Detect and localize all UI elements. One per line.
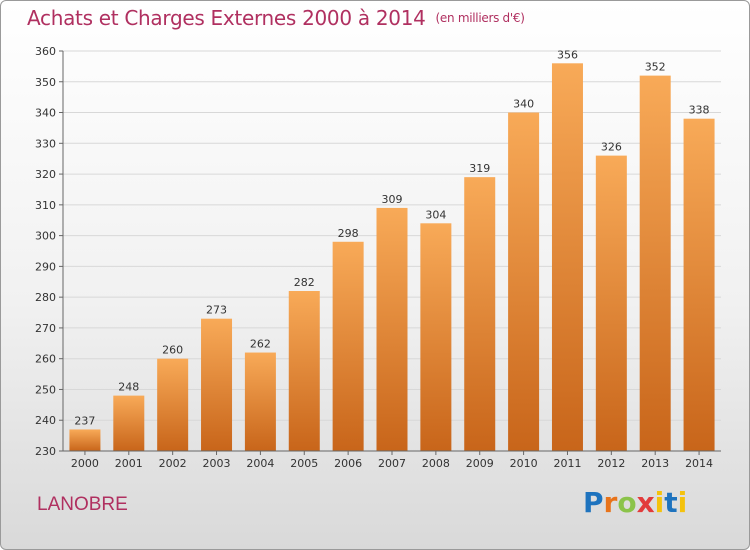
bar [376, 207, 408, 451]
x-tick-label: 2011 [553, 457, 581, 470]
x-tick-label: 2007 [378, 457, 406, 470]
logo-letter: i [654, 486, 665, 519]
data-label: 356 [557, 48, 578, 61]
logo-letter: x [636, 486, 655, 519]
x-tick-label: 2010 [510, 457, 538, 470]
y-tick-label: 310 [35, 199, 56, 212]
data-label: 326 [601, 141, 622, 154]
bar [157, 358, 189, 451]
y-tick-label: 350 [35, 76, 56, 89]
logo-letter: o [617, 486, 637, 519]
data-label: 319 [469, 162, 490, 175]
data-label: 309 [382, 193, 403, 206]
x-tick-label: 2002 [159, 457, 187, 470]
bar [420, 223, 452, 451]
y-tick-label: 330 [35, 137, 56, 150]
x-tick-label: 2006 [334, 457, 362, 470]
x-tick-label: 2005 [290, 457, 318, 470]
bar [595, 155, 627, 451]
bar [508, 112, 540, 452]
commune-name: LANOBRE [37, 494, 128, 515]
y-tick-label: 270 [35, 322, 56, 335]
bar [113, 395, 145, 451]
x-axis-ticks: 2000 2001 2002 2003 2004 2005 2006 2007 2008 2009… [71, 451, 713, 470]
y-tick-label: 320 [35, 168, 56, 181]
y-tick-label: 260 [35, 353, 56, 366]
x-tick-label: 2003 [203, 457, 231, 470]
logo-letter: t [664, 486, 678, 519]
data-label: 352 [645, 61, 666, 74]
bar [69, 429, 101, 451]
y-axis-ticks: 230 240 250 260 270 280 290 300 310 320 330 340 350 3… [35, 45, 63, 458]
y-tick-label: 360 [35, 45, 56, 58]
logo-letter: r [603, 486, 618, 519]
y-tick-label: 230 [35, 445, 56, 458]
chart-title-unit: (en milliers d'€) [435, 11, 525, 25]
bars [69, 63, 715, 452]
x-tick-label: 2014 [685, 457, 713, 470]
bar [683, 118, 715, 451]
logo-letter: P [583, 486, 604, 519]
bar [288, 291, 320, 451]
data-label: 248 [118, 381, 139, 394]
data-label: 262 [250, 338, 271, 351]
data-labels: 237 248 260 273 262 282 298 309 304 319 340 356 326 3… [74, 48, 709, 427]
x-tick-label: 2009 [466, 457, 494, 470]
bar [551, 63, 583, 452]
x-tick-label: 2008 [422, 457, 450, 470]
data-label: 237 [74, 414, 95, 427]
chart-title: Achats et Charges Externes 2000 à 2014 (e… [27, 6, 525, 30]
proxiti-logo[interactable]: Proxiti [583, 486, 687, 519]
x-tick-label: 2004 [246, 457, 274, 470]
x-tick-label: 2001 [115, 457, 143, 470]
data-label: 304 [425, 208, 446, 221]
data-label: 340 [513, 98, 534, 111]
bar [332, 241, 364, 451]
x-tick-label: 2013 [641, 457, 669, 470]
bar [464, 177, 496, 451]
logo-letter: i [677, 486, 688, 519]
y-tick-label: 340 [35, 107, 56, 120]
data-label: 282 [294, 276, 315, 289]
y-tick-label: 280 [35, 291, 56, 304]
y-tick-label: 240 [35, 414, 56, 427]
chart-title-main: Achats et Charges Externes 2000 à 2014 [27, 6, 426, 30]
y-tick-label: 300 [35, 230, 56, 243]
data-label: 338 [689, 104, 710, 117]
bar [244, 352, 276, 451]
data-label: 273 [206, 304, 227, 317]
x-tick-label: 2000 [71, 457, 99, 470]
bar [639, 75, 671, 451]
data-label: 298 [338, 227, 359, 240]
y-tick-label: 290 [35, 260, 56, 273]
y-tick-label: 250 [35, 383, 56, 396]
data-label: 260 [162, 344, 183, 357]
x-tick-label: 2012 [597, 457, 625, 470]
bar [201, 318, 233, 451]
